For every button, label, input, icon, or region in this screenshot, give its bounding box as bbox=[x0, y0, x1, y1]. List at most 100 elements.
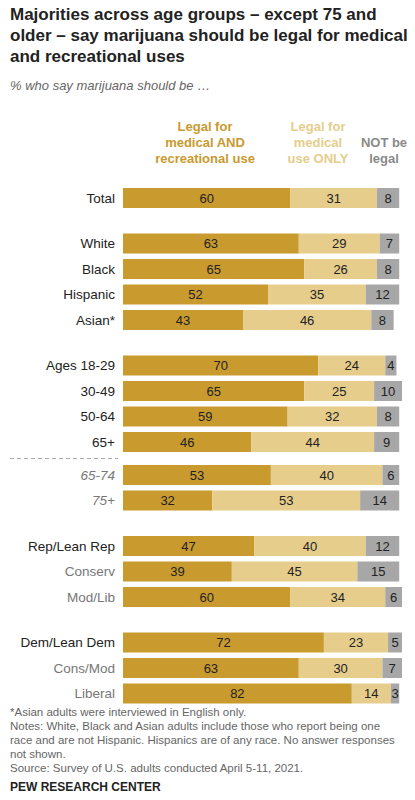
category-label: 65-74 bbox=[80, 468, 115, 483]
data-label: 60 bbox=[199, 590, 213, 605]
bar-segment bbox=[123, 684, 352, 704]
data-label: 46 bbox=[300, 313, 314, 328]
data-label: 45 bbox=[287, 564, 301, 579]
legend-line: NOT be bbox=[361, 135, 407, 150]
category-label: Total bbox=[86, 191, 115, 206]
bar-segment bbox=[377, 259, 399, 279]
bar-segment bbox=[290, 188, 376, 208]
chart: Majorities across age groups – except 75… bbox=[0, 0, 415, 800]
category-label: Ages 18-29 bbox=[46, 358, 115, 373]
bar-segment bbox=[288, 407, 377, 427]
data-label: 32 bbox=[325, 409, 339, 424]
legend-line: use ONLY bbox=[288, 151, 349, 166]
data-label: 7 bbox=[389, 661, 396, 676]
data-labels: 6031863297652685235124346870244652510593… bbox=[160, 191, 398, 702]
data-label: 26 bbox=[333, 262, 347, 277]
data-label: 8 bbox=[379, 313, 386, 328]
bar-segment bbox=[382, 658, 402, 678]
bar-segment bbox=[388, 633, 402, 653]
bar-segment bbox=[123, 407, 288, 427]
data-label: 5 bbox=[391, 635, 398, 650]
bar-segment bbox=[123, 562, 232, 582]
data-label: 9 bbox=[383, 435, 390, 450]
legend-line: Legal for bbox=[178, 119, 233, 134]
bar-segment bbox=[391, 684, 399, 704]
bar-segment bbox=[271, 465, 383, 485]
data-label: 39 bbox=[170, 564, 184, 579]
bar-segment bbox=[318, 356, 385, 376]
text-line: and recreational uses bbox=[10, 47, 185, 66]
bar-segment bbox=[366, 285, 399, 305]
separator bbox=[10, 458, 118, 459]
data-label: 15 bbox=[371, 564, 385, 579]
text-line: *Asian adults were interviewed in Englis… bbox=[10, 706, 246, 718]
category-label: White bbox=[80, 236, 115, 251]
data-label: 29 bbox=[332, 236, 346, 251]
bar-segment bbox=[299, 658, 383, 678]
note: *Asian adults were interviewed in Englis… bbox=[10, 706, 246, 718]
bar-segment bbox=[268, 285, 366, 305]
bar-segment bbox=[371, 310, 393, 330]
data-label: 59 bbox=[198, 409, 212, 424]
legend-label: NOT belegal bbox=[361, 135, 407, 166]
bar-segment bbox=[123, 587, 290, 607]
legend-label: Legal formedicaluse ONLY bbox=[288, 119, 349, 166]
bar-segment bbox=[299, 234, 380, 254]
bar-segment bbox=[360, 491, 399, 511]
bar-segment bbox=[123, 310, 243, 330]
text-line: not shown. bbox=[10, 748, 66, 760]
page: {"chart_data": { "type": "bar", "orienta… bbox=[0, 0, 415, 800]
data-label: 6 bbox=[387, 468, 394, 483]
data-label: 14 bbox=[364, 686, 378, 701]
category-label: Liberal bbox=[74, 686, 115, 701]
data-label: 4 bbox=[387, 358, 394, 373]
bar-segment bbox=[123, 259, 304, 279]
data-label: 63 bbox=[204, 661, 218, 676]
bars bbox=[123, 188, 402, 704]
note: Notes: White, Black and Asian adults inc… bbox=[10, 720, 395, 760]
data-label: 30 bbox=[333, 661, 347, 676]
bar-segment bbox=[385, 356, 396, 376]
category-label: 30-49 bbox=[80, 384, 115, 399]
legend-line: legal bbox=[369, 151, 399, 166]
data-label: 23 bbox=[349, 635, 363, 650]
bar-segment bbox=[304, 381, 374, 401]
bar-segment bbox=[374, 432, 399, 452]
legend-line: Legal for bbox=[291, 119, 346, 134]
data-label: 53 bbox=[190, 468, 204, 483]
legend-line: medical bbox=[294, 135, 342, 150]
legend-line: recreational use bbox=[155, 151, 255, 166]
data-label: 65 bbox=[206, 262, 220, 277]
data-label: 8 bbox=[384, 409, 391, 424]
bar-segment bbox=[123, 234, 299, 254]
data-label: 7 bbox=[386, 236, 393, 251]
category-label: Mod/Lib bbox=[67, 590, 115, 605]
bar-segment bbox=[123, 188, 290, 208]
data-label: 34 bbox=[331, 590, 345, 605]
category-label: Asian* bbox=[76, 313, 116, 328]
bar-segment bbox=[232, 562, 358, 582]
data-label: 40 bbox=[303, 539, 317, 554]
data-label: 43 bbox=[176, 313, 190, 328]
data-label: 52 bbox=[188, 287, 202, 302]
data-label: 14 bbox=[372, 493, 386, 508]
category-label: Cons/Mod bbox=[53, 661, 115, 676]
data-label: 8 bbox=[384, 191, 391, 206]
data-label: 25 bbox=[332, 384, 346, 399]
data-label: 47 bbox=[181, 539, 195, 554]
data-label: 65 bbox=[206, 384, 220, 399]
bar-segment bbox=[212, 491, 360, 511]
category-label: 65+ bbox=[92, 435, 115, 450]
bar-segment bbox=[123, 285, 268, 305]
bar-segment bbox=[123, 536, 254, 556]
bar-segment bbox=[123, 465, 271, 485]
legend-line: medical AND bbox=[165, 135, 245, 150]
bar-segment bbox=[123, 381, 304, 401]
text-line: Notes: White, Black and Asian adults inc… bbox=[10, 720, 380, 732]
data-label: 32 bbox=[160, 493, 174, 508]
subtitle: % who say marijuana should be … bbox=[10, 78, 210, 93]
text-line: older – say marijuana should be legal fo… bbox=[10, 26, 408, 45]
bar-segment bbox=[251, 432, 374, 452]
data-label: 40 bbox=[319, 468, 333, 483]
bar-segment bbox=[380, 234, 400, 254]
